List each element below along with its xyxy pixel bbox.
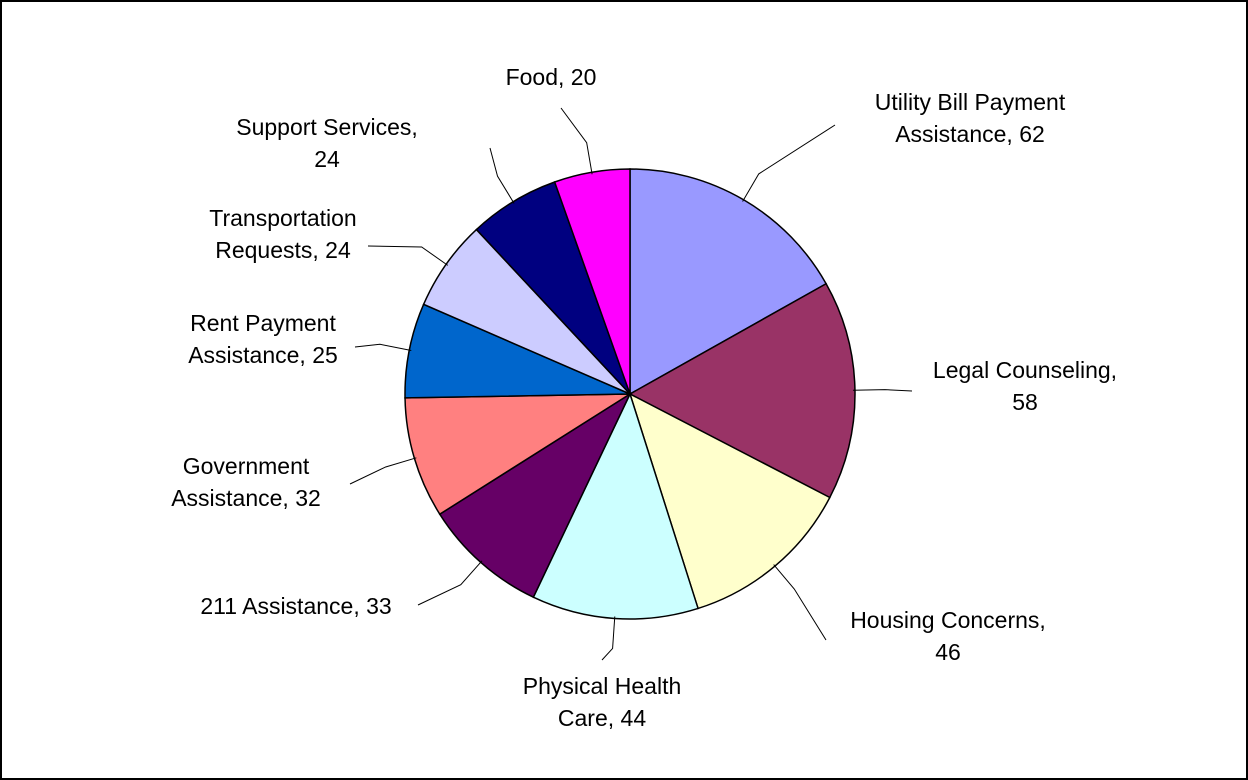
data-label: Rent Payment Assistance, 25 xyxy=(188,310,338,368)
data-label: 211 Assistance, 33 xyxy=(200,593,391,619)
data-label: Support Services, 24 xyxy=(236,114,418,172)
leader-line xyxy=(852,389,913,392)
data-labels: Utility Bill Payment Assistance, 62 Legal … xyxy=(171,64,1117,731)
leader-lines xyxy=(349,107,913,661)
slices-layer xyxy=(404,168,856,620)
leader-line xyxy=(354,343,412,351)
leader-line xyxy=(601,616,616,661)
data-label: Transportation Requests, 24 xyxy=(209,205,356,263)
data-label: Physical Health Care, 44 xyxy=(523,673,682,731)
leader-line xyxy=(773,564,827,641)
leader-line xyxy=(367,245,449,266)
leader-line xyxy=(560,107,593,175)
leader-line xyxy=(489,147,515,204)
data-label: Food, 20 xyxy=(506,64,597,90)
data-label: Utility Bill Payment Assistance, 62 xyxy=(875,89,1066,147)
leader-line xyxy=(417,560,483,606)
data-label: Legal Counseling, 58 xyxy=(933,357,1117,415)
leader-line xyxy=(742,124,836,202)
leader-line xyxy=(349,457,417,485)
data-label: Government Assistance, 32 xyxy=(171,453,321,511)
data-label: Housing Concerns, 46 xyxy=(850,607,1046,665)
